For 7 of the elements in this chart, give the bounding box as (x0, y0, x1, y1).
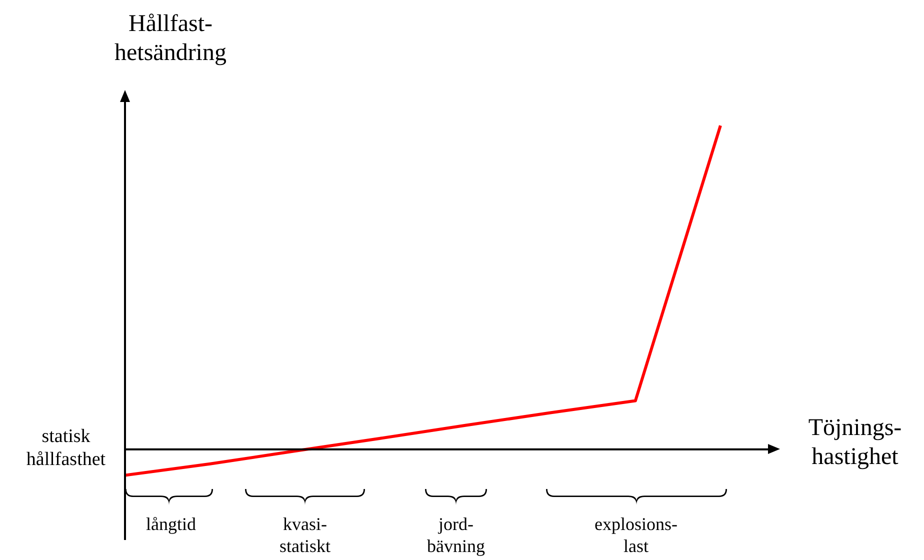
text: kvasi- statiskt (278, 514, 332, 558)
text: explosions- last (594, 514, 678, 558)
text: långtid (145, 514, 197, 536)
y-axis-title: Hållfast- hetsändring (114, 10, 228, 68)
x-axis-title: Töjnings- hastighet (807, 414, 903, 472)
text: statisk hållfasthet (25, 426, 107, 472)
text: jord- bävning (426, 514, 486, 558)
